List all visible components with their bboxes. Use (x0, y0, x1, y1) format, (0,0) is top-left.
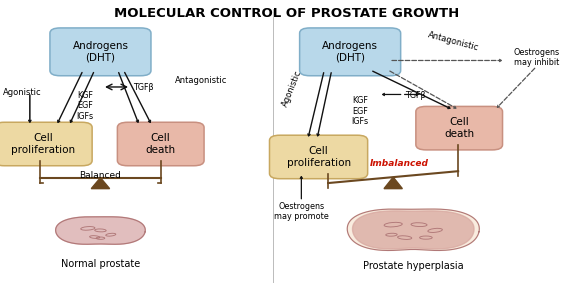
FancyBboxPatch shape (0, 122, 92, 166)
Text: Normal prostate: Normal prostate (61, 259, 140, 268)
Text: Balanced: Balanced (80, 171, 121, 180)
Text: TGFβ: TGFβ (405, 90, 425, 100)
Polygon shape (384, 177, 402, 189)
Polygon shape (352, 211, 474, 249)
Text: Oestrogens
may inhibit: Oestrogens may inhibit (514, 48, 560, 67)
Text: KGF
EGF
IGFs: KGF EGF IGFs (351, 96, 369, 126)
FancyBboxPatch shape (270, 135, 368, 179)
Text: Cell
proliferation: Cell proliferation (286, 146, 351, 168)
Text: Androgens
(DHT): Androgens (DHT) (322, 41, 378, 63)
FancyBboxPatch shape (50, 28, 151, 76)
Text: Cell
death: Cell death (444, 118, 474, 139)
Text: Antagonistic: Antagonistic (427, 31, 480, 53)
Text: Oestrogens
may promote: Oestrogens may promote (274, 202, 329, 221)
Polygon shape (347, 209, 479, 251)
Text: Imbalanced: Imbalanced (370, 160, 428, 168)
FancyBboxPatch shape (300, 28, 401, 76)
Text: Antagonistic: Antagonistic (175, 76, 227, 85)
Text: MOLECULAR CONTROL OF PROSTATE GROWTH: MOLECULAR CONTROL OF PROSTATE GROWTH (114, 7, 460, 20)
Text: Cell
death: Cell death (146, 133, 176, 155)
Polygon shape (91, 178, 110, 189)
Text: Androgens
(DHT): Androgens (DHT) (72, 41, 129, 63)
FancyBboxPatch shape (118, 122, 204, 166)
Text: Agonistic: Agonistic (3, 88, 41, 97)
Text: Prostate hyperplasia: Prostate hyperplasia (363, 262, 464, 271)
Text: Agonistic: Agonistic (280, 69, 303, 109)
Text: Cell
proliferation: Cell proliferation (11, 133, 75, 155)
Text: KGF
EGF
IGFs: KGF EGF IGFs (76, 91, 94, 120)
FancyBboxPatch shape (416, 107, 503, 150)
Polygon shape (56, 217, 145, 244)
Text: TGFβ: TGFβ (133, 83, 154, 92)
